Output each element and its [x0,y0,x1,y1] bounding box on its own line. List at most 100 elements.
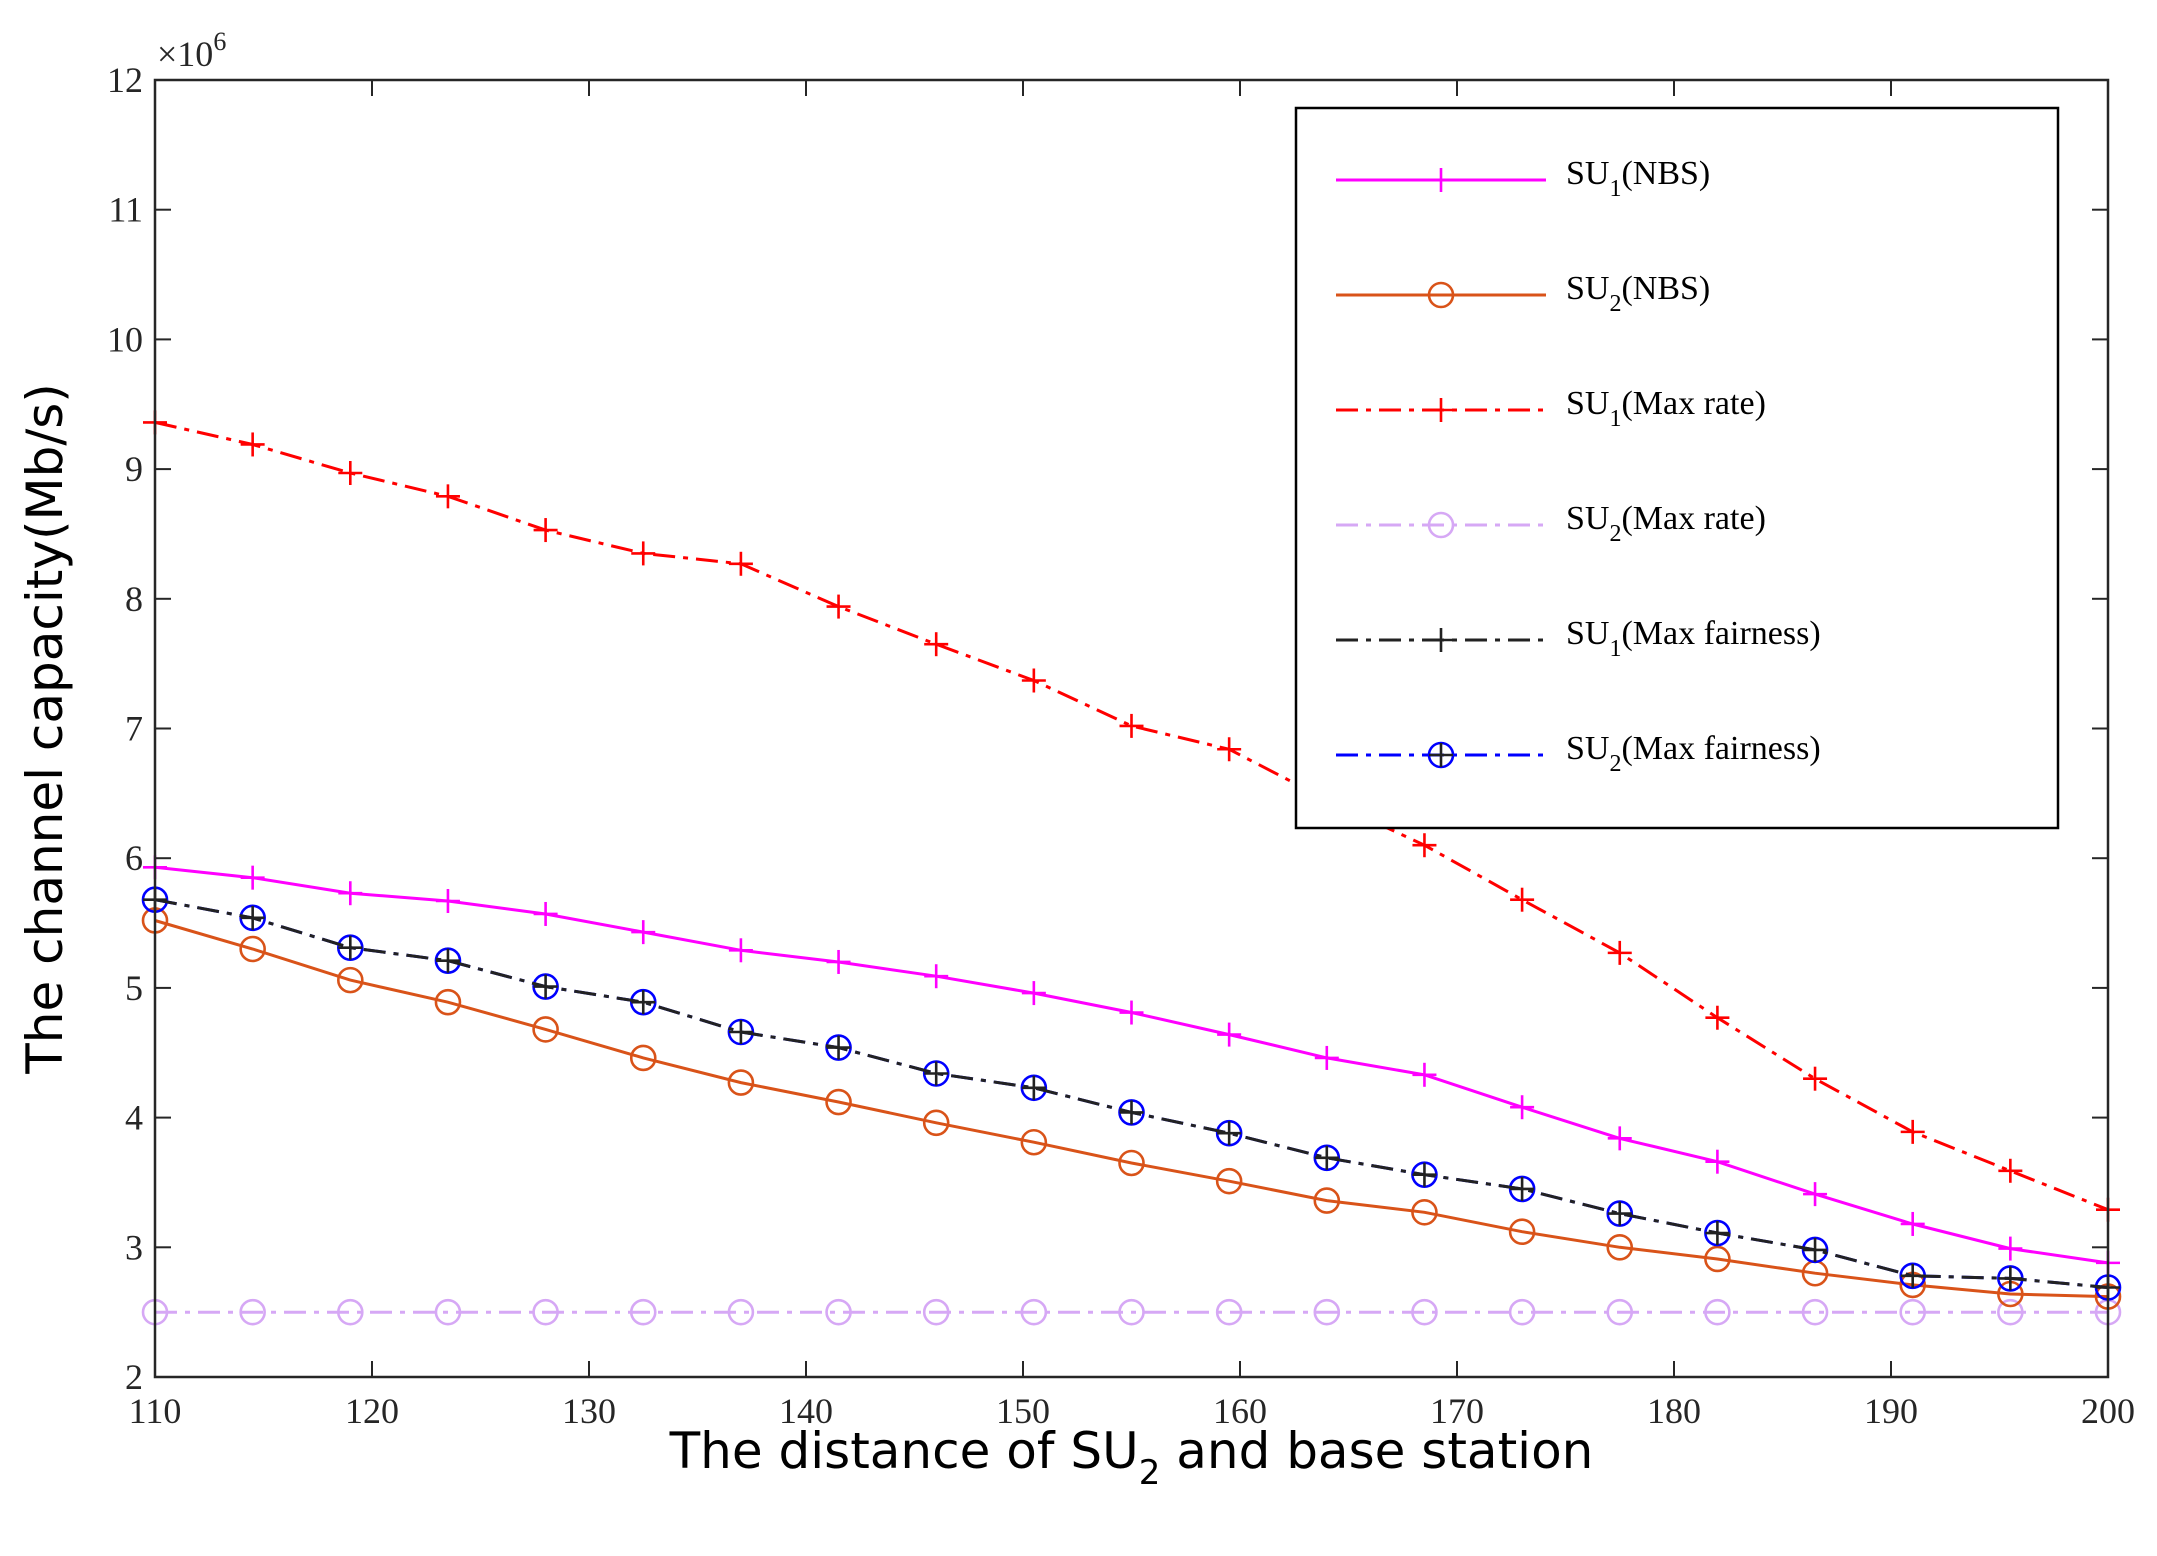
legend-label-tail: (Max rate) [1621,385,1765,422]
data-point-3-13 [1411,1298,1438,1326]
y-tick-label: 6 [125,838,143,878]
data-point-0-17 [1803,1182,1828,1207]
series-line-1 [154,919,2109,1299]
data-point-3-11 [1215,1298,1243,1326]
y-tick-label: 5 [125,968,143,1008]
data-point-2-19 [1998,1158,2023,1183]
data-point-3-10 [1118,1298,1145,1326]
data-point-1-11 [1215,1167,1243,1195]
data-point-2-10 [1119,713,1144,738]
legend-marker-0 [1429,168,1453,192]
legend-entry-3: SU2(Max rate) [1336,500,1766,547]
legend-label-main: SU [1566,155,1609,192]
data-point-0-3 [435,889,460,914]
data-point-2-1 [240,432,265,457]
data-point-4-14 [1510,1176,1535,1201]
x-tick-label: 180 [1647,1391,1701,1431]
legend-label-sub: 2 [1609,751,1621,777]
legend-entry-5: SU2(Max fairness) [1336,730,1821,777]
data-point-1-7 [825,1088,852,1116]
x-axis-label: The distance of SU2 and base station [669,1422,1594,1493]
data-point-0-13 [1412,1062,1437,1087]
exponent-power: 6 [213,27,226,56]
legend-label-tail: (Max rate) [1621,500,1765,537]
data-point-1-2 [336,966,364,994]
data-point-4-16 [1705,1221,1730,1246]
data-point-1-15 [1606,1234,1634,1261]
data-point-2-16 [1705,1005,1730,1030]
data-point-1-5 [629,1044,657,1072]
data-point-2-2 [338,460,363,485]
y-axis-label: The channel capacity(Mb/s) [16,383,74,1075]
data-point-3-18 [1899,1298,1926,1326]
data-point-0-7 [826,949,851,974]
legend-label-0: SU1(NBS) [1566,155,1710,202]
data-point-4-7 [826,1035,851,1060]
legend-marker-3 [1427,511,1455,539]
legend-marker-1 [1427,281,1455,309]
legend-label-main: SU [1566,730,1609,767]
data-point-4-3 [435,948,460,973]
data-point-2-7 [826,594,851,619]
data-point-3-19 [1997,1298,2024,1326]
data-point-3-4 [532,1298,559,1326]
legend-entry-1: SU2(NBS) [1336,270,1710,317]
data-point-3-15 [1606,1298,1634,1326]
data-point-3-14 [1508,1298,1536,1326]
data-point-4-11 [1217,1121,1242,1146]
data-point-1-1 [239,935,266,963]
data-point-0-4 [533,901,558,926]
data-point-0-18 [1900,1211,1925,1236]
legend-label-main: SU [1566,385,1609,422]
legend-entry-2: SU1(Max rate) [1336,385,1766,432]
legend-label-sub: 2 [1609,521,1621,547]
data-point-2-6 [728,551,753,576]
y-tick-label: 9 [125,449,143,489]
legend-label-2: SU1(Max rate) [1566,385,1766,432]
data-point-4-17 [1803,1237,1828,1262]
legend: SU1(NBS)SU2(NBS)SU1(Max rate)SU2(Max rat… [1294,106,2060,830]
data-point-3-12 [1313,1298,1341,1326]
data-point-1-13 [1411,1198,1438,1226]
data-point-3-16 [1704,1298,1731,1326]
data-point-1-9 [1020,1128,1048,1156]
data-point-0-19 [1998,1236,2023,1261]
legend-marker-overlay [1429,743,1453,767]
series-4 [143,887,2120,1300]
legend-marker-4 [1429,628,1453,652]
data-point-4-2 [338,935,363,960]
legend-label-tail: (Max fairness) [1621,730,1820,767]
data-point-1-4 [532,1016,559,1043]
data-point-1-8 [922,1109,950,1137]
y-tick-label: 11 [108,190,143,230]
data-point-2-15 [1607,940,1632,965]
data-point-0-16 [1705,1149,1730,1174]
data-point-3-8 [922,1298,950,1326]
data-point-4-9 [1021,1075,1046,1100]
legend-label-1: SU2(NBS) [1566,270,1710,317]
legend-entry-4: SU1(Max fairness) [1336,615,1821,662]
data-point-4-10 [1119,1100,1144,1125]
data-point-1-10 [1118,1149,1145,1177]
y-tick-label: 8 [125,579,143,619]
data-point-0-12 [1314,1045,1339,1070]
x-tick-label: 160 [1213,1391,1267,1431]
data-point-4-12 [1314,1145,1339,1170]
legend-label-main: SU [1566,270,1609,307]
data-point-4-4 [533,974,558,999]
data-point-1-14 [1508,1218,1536,1246]
data-point-0-14 [1510,1095,1535,1120]
legend-label-main: SU [1566,500,1609,537]
data-point-0-10 [1119,1000,1144,1025]
data-point-2-8 [924,632,949,657]
data-point-2-14 [1510,887,1535,912]
legend-entry-0: SU1(NBS) [1336,155,1710,202]
data-point-2-5 [631,541,656,566]
data-point-4-1 [240,905,265,930]
x-axis-label-main: The distance of SU [669,1422,1139,1480]
legend-label-main: SU [1566,615,1609,652]
data-point-0-5 [631,920,656,945]
data-point-2-17 [1803,1066,1828,1091]
data-point-3-2 [336,1298,364,1326]
